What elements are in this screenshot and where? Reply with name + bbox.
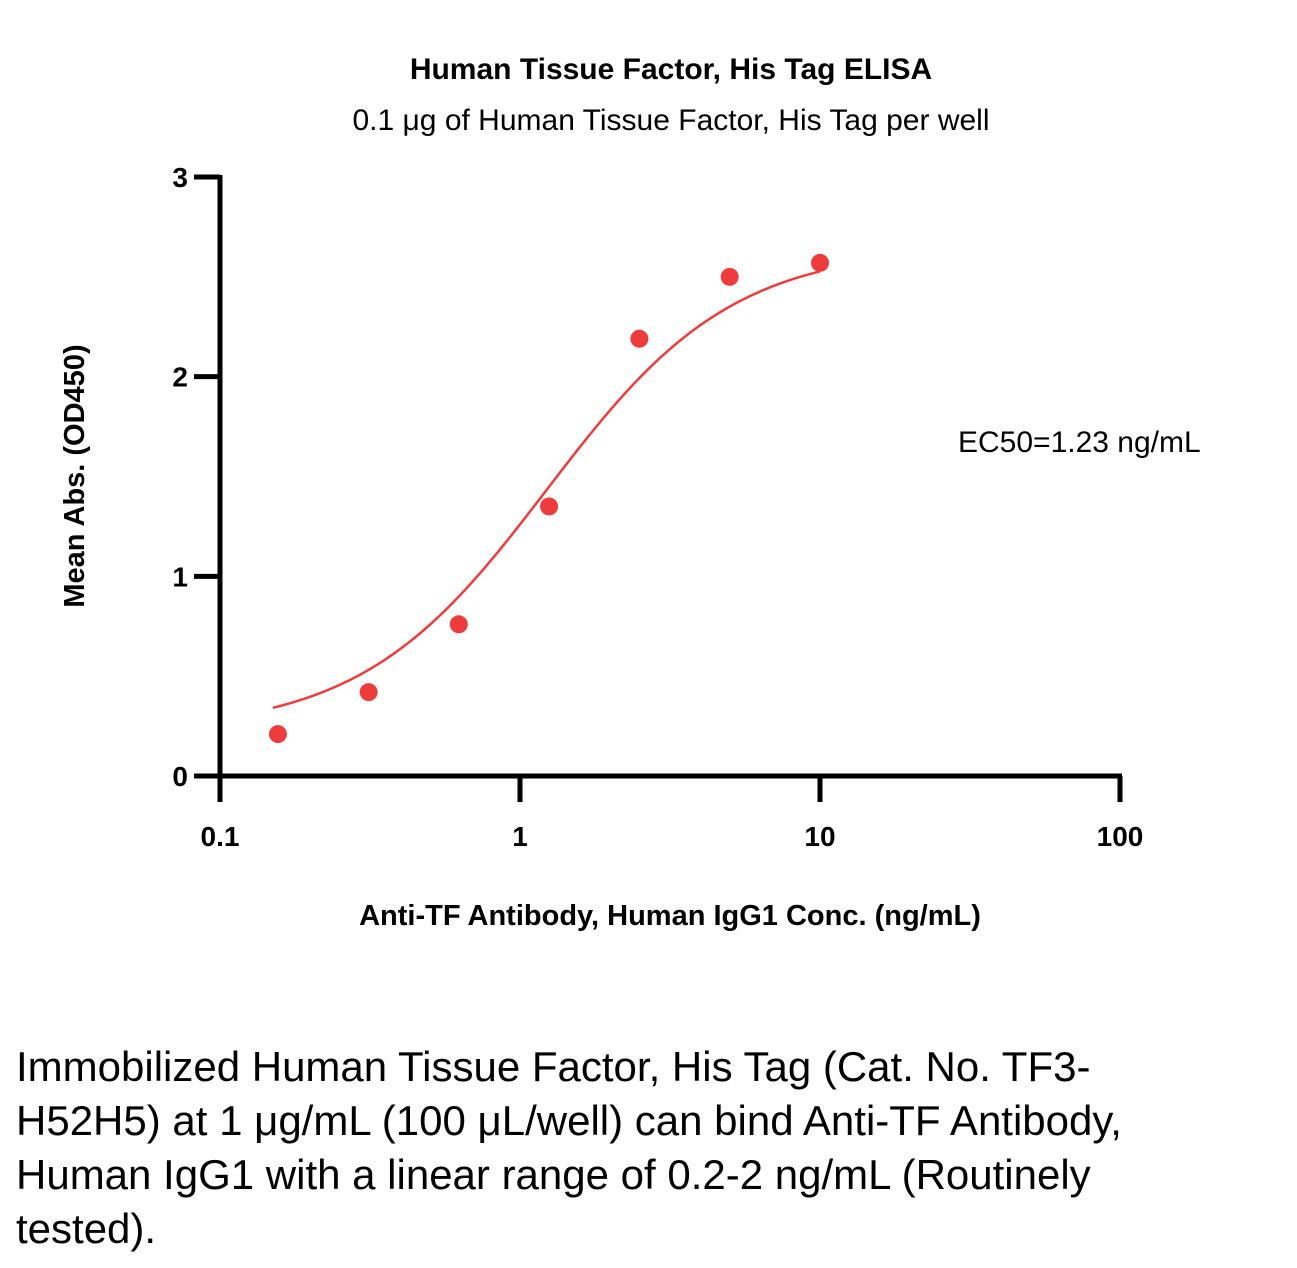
data-point (268, 725, 287, 744)
elisa-chart: Human Tissue Factor, His Tag ELISA 0.1 μ… (59, 53, 1201, 932)
ec50-annotation: EC50=1.23 ng/mL (958, 426, 1201, 459)
y-tick-label: 3 (172, 162, 188, 193)
y-tick-label: 1 (172, 561, 188, 592)
y-axis-label: Mean Abs. (OD450) (59, 344, 91, 607)
x-axis-label: Anti-TF Antibody, Human IgG1 Conc. (ng/m… (359, 900, 981, 932)
fit-curve (272, 270, 821, 710)
x-tick-label: 100 (1097, 821, 1144, 852)
y-tick-label: 2 (172, 362, 188, 393)
data-point (449, 615, 468, 634)
y-ticks: 0 1 2 3 (172, 162, 220, 792)
data-point (540, 497, 559, 516)
data-point (630, 329, 649, 348)
x-ticks: 0.1 1 10 100 (201, 776, 1144, 852)
data-point (359, 683, 378, 702)
chart-subtitle: 0.1 μg of Human Tissue Factor, His Tag p… (352, 104, 989, 137)
figure-caption: Immobilized Human Tissue Factor, His Tag… (16, 1043, 1122, 1252)
chart-title: Human Tissue Factor, His Tag ELISA (410, 53, 932, 86)
y-tick-label: 0 (172, 761, 188, 792)
data-point (720, 267, 739, 286)
x-tick-label: 0.1 (201, 821, 240, 852)
data-point (811, 253, 829, 272)
data-points (268, 253, 829, 744)
x-tick-label: 10 (804, 821, 835, 852)
x-tick-label: 1 (512, 821, 528, 852)
axes (217, 175, 1122, 779)
